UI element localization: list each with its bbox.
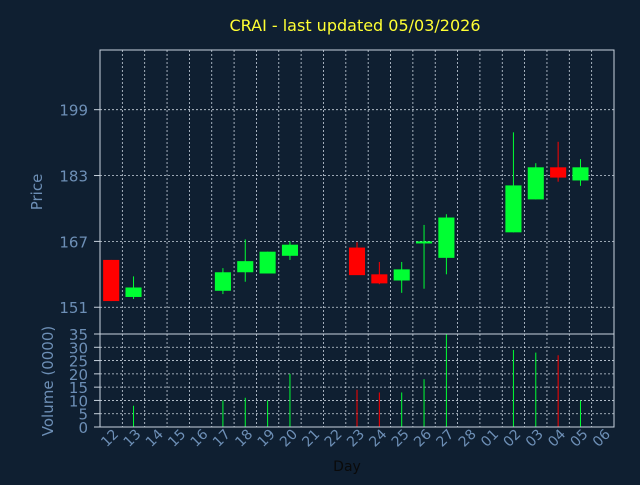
x-axis-label: Day — [333, 459, 361, 475]
day-tick-label: 22 — [322, 427, 346, 451]
volume-bars — [133, 334, 581, 427]
candle-body — [527, 167, 544, 200]
volume-panel-frame — [99, 333, 615, 428]
day-tick-label: 18 — [232, 427, 256, 451]
day-tick-label: 21 — [299, 427, 323, 451]
price-tick-label: 151 — [59, 299, 88, 317]
candle-body — [371, 274, 388, 284]
day-tick-label: 04 — [545, 426, 569, 450]
day-tick-label: 05 — [568, 427, 592, 451]
price-tick-label: 199 — [59, 102, 88, 120]
candle-body — [550, 167, 567, 178]
day-tick-label: 28 — [456, 427, 480, 451]
candle-body — [572, 167, 589, 181]
candle-body — [259, 251, 276, 274]
candle-body — [415, 241, 433, 244]
price-tick-label: 183 — [59, 168, 88, 186]
day-tick-label: 20 — [277, 427, 301, 451]
volume-tick-label: 20 — [69, 366, 88, 384]
day-tick-label: 12 — [98, 427, 122, 451]
price-tick-labels: 199 183 167 151 — [59, 102, 100, 317]
volume-tick-label: 10 — [69, 392, 88, 410]
candle-body — [237, 261, 254, 273]
candle-body — [214, 272, 231, 291]
day-tick-label: 14 — [143, 426, 167, 450]
candle-body — [281, 244, 299, 256]
candle-body — [125, 287, 142, 297]
volume-tick-label: 5 — [78, 406, 88, 424]
volume-tick-label: 0 — [78, 419, 88, 437]
day-tick-labels: 1213141516171819202122232425262728010203… — [98, 426, 614, 450]
day-tick-label: 23 — [344, 427, 368, 451]
day-tick-label: 19 — [255, 427, 279, 451]
volume-axis-label: Volume (0000) — [39, 326, 57, 436]
volume-tick-label: 25 — [69, 353, 88, 371]
candles — [103, 132, 589, 302]
candle-body — [103, 259, 120, 302]
day-tick-label: 03 — [523, 427, 547, 451]
day-tick-label: 02 — [501, 427, 525, 451]
day-tick-label: 16 — [188, 426, 212, 450]
day-tick-label: 25 — [389, 427, 413, 451]
volume-tick-label: 15 — [69, 379, 88, 397]
candle-body — [505, 185, 522, 233]
day-tick-label: 24 — [366, 426, 390, 450]
day-tick-label: 26 — [411, 426, 435, 450]
candle-body — [438, 217, 455, 258]
candle-body — [393, 269, 410, 281]
candle-body — [348, 247, 366, 276]
day-tick-label: 17 — [210, 427, 234, 451]
volume-tick-label: 30 — [69, 339, 88, 357]
price-tick-label: 167 — [59, 233, 88, 251]
price-axis-label: Price — [28, 174, 46, 211]
chart-title: CRAI - last updated 05/03/2026 — [229, 16, 480, 35]
day-tick-label: 15 — [165, 427, 189, 451]
day-tick-label: 01 — [478, 427, 502, 451]
day-tick-label: 06 — [590, 426, 614, 450]
day-tick-label: 13 — [121, 427, 145, 451]
volume-tick-label: 35 — [69, 326, 88, 344]
day-tick-label: 27 — [433, 427, 457, 451]
